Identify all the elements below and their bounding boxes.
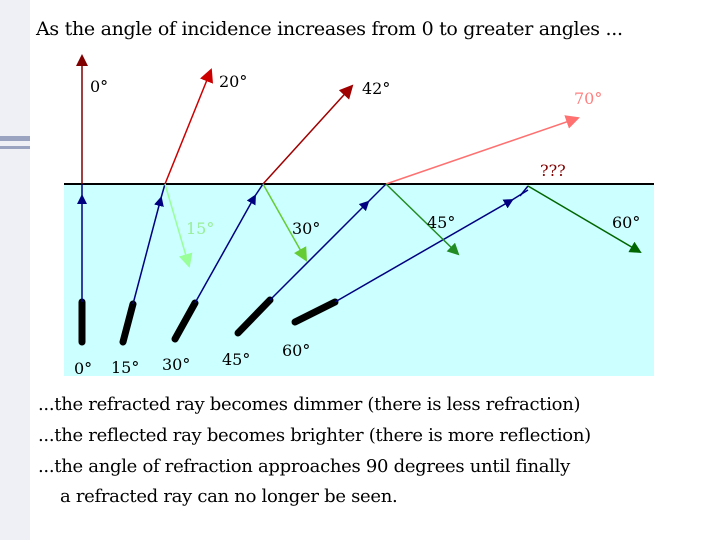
reflection-label-60: 60°: [612, 213, 640, 232]
refraction-label-20: 20°: [219, 72, 247, 91]
incident-ray-60: [334, 199, 514, 303]
reflection-label-15: 15°: [186, 219, 214, 238]
refraction-label-42: 42°: [362, 79, 390, 98]
light-source-15: [119, 300, 137, 346]
refracted-ray-70: [385, 115, 580, 185]
reflection-label-45: 45°: [427, 213, 455, 232]
slide-title: As the angle of incidence increases from…: [36, 18, 623, 40]
reflected-ray-45: [385, 183, 460, 256]
slide-decoration-bar: [0, 136, 30, 141]
incident-ray-30: [194, 194, 256, 304]
reflection-label-30: 30°: [292, 219, 320, 238]
light-source-60: [291, 298, 339, 326]
unknown-angle-label: ???: [540, 161, 566, 180]
incident-ray-15-segment: [160, 183, 166, 199]
incidence-label-45: 45°: [222, 350, 250, 369]
refracted-ray-20: [164, 68, 214, 185]
incident-ray-60-tail: [519, 185, 529, 197]
refraction-label-70: 70°: [574, 89, 602, 108]
reflected-ray-60: [527, 185, 642, 254]
light-source-45: [234, 296, 274, 337]
refracted-ray-42: [262, 84, 354, 185]
incident-ray-30-segment: [254, 183, 264, 197]
caption-refraction-angle: ...the angle of refraction approaches 90…: [38, 456, 570, 477]
incidence-label-30: 30°: [162, 355, 190, 374]
caption-reflected: ...the reflected ray becomes brighter (t…: [38, 425, 591, 446]
reflected-ray-15: [164, 183, 193, 268]
caption-critical: a refracted ray can no longer be seen.: [60, 486, 398, 507]
refraction-label-0: 0°: [90, 77, 108, 96]
incidence-label-60: 60°: [282, 341, 310, 360]
incidence-label-15: 15°: [111, 358, 139, 377]
incident-ray-45: [269, 200, 370, 301]
incident-ray-45-segment: [367, 183, 387, 203]
reflected-ray-30: [262, 183, 307, 262]
caption-refracted: ...the refracted ray becomes dimmer (the…: [38, 394, 581, 415]
light-source-30: [171, 299, 199, 343]
incidence-label-0: 0°: [74, 359, 92, 378]
incident-ray-15: [132, 196, 164, 305]
slide-decoration-bar: [0, 146, 30, 149]
slide-side-strip: [0, 0, 30, 540]
water-region: [64, 184, 654, 376]
